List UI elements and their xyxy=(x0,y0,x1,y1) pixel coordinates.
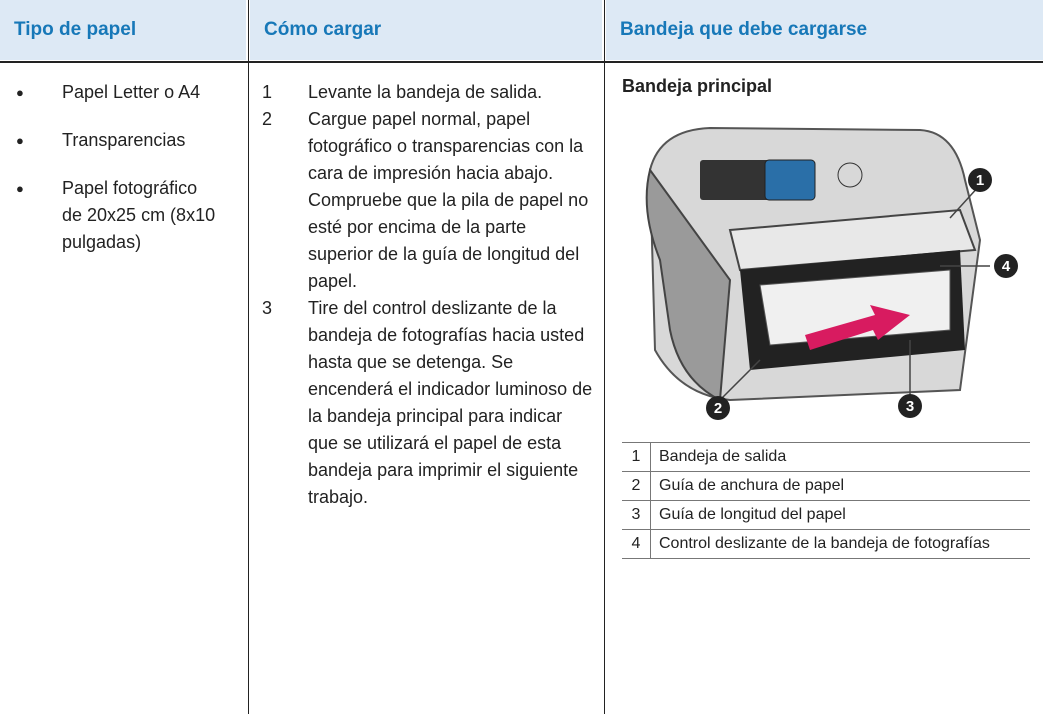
step-text: Tire del control deslizante de la bandej… xyxy=(308,298,593,507)
callout-number: 4 xyxy=(1002,258,1011,275)
legend-number: 3 xyxy=(622,500,651,530)
legend-label: Guía de longitud del papel xyxy=(650,500,1030,530)
printer-illustration: 1 2 3 4 xyxy=(645,126,1018,420)
paper-item: ● Papel fotográfico de 20x25 cm (8x10 pul… xyxy=(16,175,241,256)
callout-badge xyxy=(898,394,922,418)
step-text: Cargue papel normal, papel fotográfico o… xyxy=(308,109,589,291)
header-cell: Cómo cargar xyxy=(250,0,602,60)
paper-text: Papel fotográfico de 20x25 cm (8x10 pulg… xyxy=(62,178,216,252)
bullet: ● xyxy=(16,181,24,196)
paper-text: Papel Letter o A4 xyxy=(62,82,201,102)
column-rule xyxy=(248,0,249,714)
bullet: ● xyxy=(16,85,24,100)
paper-list: ● Papel Letter o A4 ● Transparencias ● Papel … xyxy=(16,79,241,277)
legend-row: 2 Guía de anchura de papel xyxy=(622,471,1030,501)
callout-badge xyxy=(968,168,992,192)
step: 1 Levante la bandeja de salida. xyxy=(262,79,597,106)
legend-row: 1 Bandeja de salida xyxy=(622,442,1030,472)
step-list: 1 Levante la bandeja de salida. 2 Cargue pa… xyxy=(262,79,597,511)
legend-number: 1 xyxy=(622,442,651,472)
step-number: 2 xyxy=(262,109,273,129)
paper-text: Transparencias xyxy=(62,130,186,150)
column-rule xyxy=(604,0,605,714)
paper-item: ● Transparencias xyxy=(16,127,241,154)
step-text: Levante la bandeja de salida. xyxy=(308,82,543,102)
step-number: 3 xyxy=(262,298,273,318)
step-number: 1 xyxy=(262,82,273,102)
legend-label: Control deslizante de la bandeja de foto… xyxy=(650,529,1030,559)
header-rule xyxy=(0,61,1043,63)
legend-number: 4 xyxy=(622,529,651,559)
callout-number: 2 xyxy=(714,400,722,417)
callout-number: 1 xyxy=(976,172,984,189)
legend-label: Guía de anchura de papel xyxy=(650,471,1030,501)
step: 3 Tire del control deslizante de la bande… xyxy=(262,295,597,511)
legend-label: Bandeja de salida xyxy=(650,442,1030,472)
legend-row: 3 Guía de longitud del papel xyxy=(622,500,1030,530)
callout-number: 3 xyxy=(906,398,914,415)
tray-title: Bandeja principal xyxy=(622,76,773,96)
header-cell: Tipo de papel xyxy=(0,0,246,60)
callout-badge xyxy=(994,254,1018,278)
callout-badge xyxy=(706,396,730,420)
header-cell: Bandeja que debe cargarse xyxy=(606,0,1043,60)
legend-table: 1 Bandeja de salida 2 Guía de anchura de pa… xyxy=(622,442,1030,559)
bullet: ● xyxy=(16,133,24,148)
legend-row: 4 Control deslizante de la bandeja de fot… xyxy=(622,529,1030,559)
step: 2 Cargue papel normal, papel fotográfico … xyxy=(262,106,597,295)
paper-item: ● Papel Letter o A4 xyxy=(16,79,241,106)
legend-number: 2 xyxy=(622,471,651,501)
